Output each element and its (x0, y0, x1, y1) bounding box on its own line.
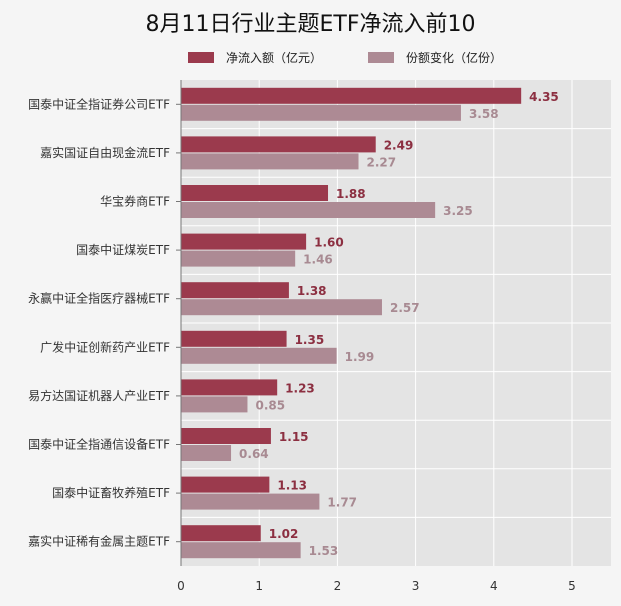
x-tick-label: 0 (177, 579, 185, 593)
bar-net-inflow (181, 87, 522, 104)
legend-item-share-change: 份额变化（亿份） (368, 49, 502, 66)
bar-net-inflow (181, 428, 271, 444)
x-tick-label: 3 (412, 579, 420, 593)
data-label-share-change: 2.57 (390, 301, 420, 315)
x-tick-label: 2 (334, 579, 342, 593)
data-label-share-change: 0.85 (255, 398, 285, 412)
legend-swatch-net-inflow (188, 52, 214, 63)
category-label: 华宝券商ETF (100, 194, 170, 209)
legend-item-net-inflow: 净流入额（亿元） (188, 49, 322, 66)
bar-net-inflow (181, 136, 376, 153)
legend: 净流入额（亿元） 份额变化（亿份） (0, 49, 621, 67)
category-label: 永赢中证全指医疗器械ETF (28, 291, 170, 306)
category-label: 广发中证创新药产业ETF (40, 339, 170, 354)
category-label: 嘉实中证稀有金属主题ETF (28, 534, 170, 549)
bar-share-change (181, 347, 337, 364)
data-label-net-inflow: 1.02 (269, 527, 299, 541)
bar-share-change (181, 104, 461, 121)
data-label-share-change: 1.53 (309, 544, 339, 558)
data-label-net-inflow: 1.88 (336, 187, 366, 201)
bar-net-inflow (181, 525, 261, 542)
category-label: 易方达国证机器人产业ETF (28, 388, 170, 403)
bar-share-change (181, 396, 248, 413)
bar-share-change (181, 250, 296, 267)
data-label-net-inflow: 1.15 (279, 430, 309, 444)
data-label-share-change: 0.64 (239, 447, 269, 461)
bar-net-inflow (181, 282, 289, 299)
data-label-net-inflow: 1.23 (285, 381, 315, 395)
x-tick-label: 4 (490, 579, 498, 593)
bar-net-inflow (181, 233, 307, 250)
data-label-net-inflow: 1.35 (295, 333, 325, 347)
data-label-share-change: 1.46 (303, 253, 333, 267)
chart-title: 8月11日行业主题ETF净流入前10 (145, 12, 476, 37)
bar-net-inflow (181, 330, 287, 347)
legend-label-share-change: 份额变化（亿份） (406, 51, 503, 65)
bar-share-change (181, 542, 301, 559)
bar-share-change (181, 153, 359, 170)
bar-net-inflow (181, 476, 270, 493)
data-label-share-change: 1.77 (327, 496, 357, 510)
x-tick-label: 5 (568, 579, 576, 593)
legend-swatch-share-change (368, 52, 394, 63)
category-label: 嘉实国证自由现金流ETF (40, 145, 170, 160)
data-label-net-inflow: 1.13 (277, 479, 307, 493)
category-label: 国泰中证畜牧养殖ETF (52, 485, 170, 500)
bar-net-inflow (181, 379, 278, 396)
category-label: 国泰中证煤炭ETF (76, 242, 170, 257)
data-label-net-inflow: 1.60 (314, 236, 344, 250)
bar-share-change (181, 202, 436, 218)
category-label: 国泰中证全指证券公司ETF (28, 96, 170, 111)
bar-net-inflow (181, 185, 329, 201)
data-label-net-inflow: 1.38 (297, 284, 327, 298)
x-tick-label: 1 (255, 579, 263, 593)
legend-label-net-inflow: 净流入额（亿元） (226, 51, 323, 65)
bar-share-change (181, 299, 382, 316)
data-label-net-inflow: 2.49 (384, 138, 414, 152)
data-label-net-inflow: 4.35 (529, 90, 559, 104)
data-label-share-change: 1.99 (345, 350, 375, 364)
bar-share-change (181, 493, 320, 510)
data-label-share-change: 3.58 (469, 107, 499, 121)
bar-share-change (181, 445, 232, 461)
data-label-share-change: 3.25 (443, 204, 473, 218)
data-label-share-change: 2.27 (367, 155, 397, 169)
category-label: 国泰中证全指通信设备ETF (28, 437, 170, 452)
